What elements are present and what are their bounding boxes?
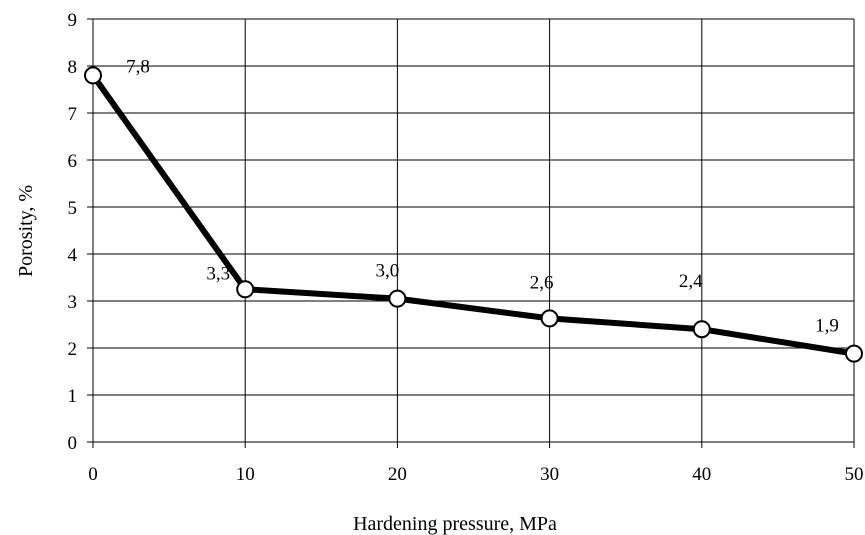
x-tick-label: 0 [88, 464, 98, 485]
x-axis-label: Hardening pressure, MPa [353, 513, 557, 535]
data-label: 1,9 [815, 316, 839, 337]
data-point [540, 309, 559, 328]
x-tick-label: 40 [692, 464, 711, 485]
y-tick-label: 7 [68, 104, 78, 125]
data-point [388, 289, 407, 308]
x-tick-label: 30 [540, 464, 559, 485]
y-tick-label: 9 [68, 10, 78, 31]
series-porosity [84, 66, 863, 363]
y-tick-label: 0 [68, 433, 78, 454]
data-label: 3,0 [376, 261, 400, 282]
x-tick-label: 20 [388, 464, 407, 485]
y-tick-label: 1 [68, 386, 78, 407]
grid [87, 18, 855, 448]
y-tick-label: 8 [68, 57, 78, 78]
data-label: 2,6 [530, 272, 554, 293]
data-label: 3,3 [206, 263, 230, 284]
x-tick-label: 50 [845, 464, 864, 485]
y-tick-label: 3 [68, 292, 78, 313]
y-tick-label: 2 [68, 339, 78, 360]
data-point [84, 66, 102, 85]
data-labels: 7,8 3,3 3,0 2,6 2,4 1,9 [126, 56, 839, 336]
x-tick-labels: 0 10 20 30 40 50 [88, 464, 863, 485]
data-point [692, 320, 711, 339]
x-tick-label: 10 [236, 464, 255, 485]
data-label: 2,4 [679, 271, 703, 292]
y-tick-labels: 0 1 2 3 4 5 6 7 8 9 [68, 10, 78, 454]
y-tick-label: 6 [68, 151, 78, 172]
data-label: 7,8 [126, 56, 150, 77]
data-point [236, 280, 255, 299]
y-axis-label: Porosity, % [15, 185, 37, 277]
series-line [90, 73, 855, 357]
y-tick-label: 4 [68, 245, 78, 266]
y-tick-label: 5 [68, 198, 78, 219]
data-point [845, 344, 863, 363]
